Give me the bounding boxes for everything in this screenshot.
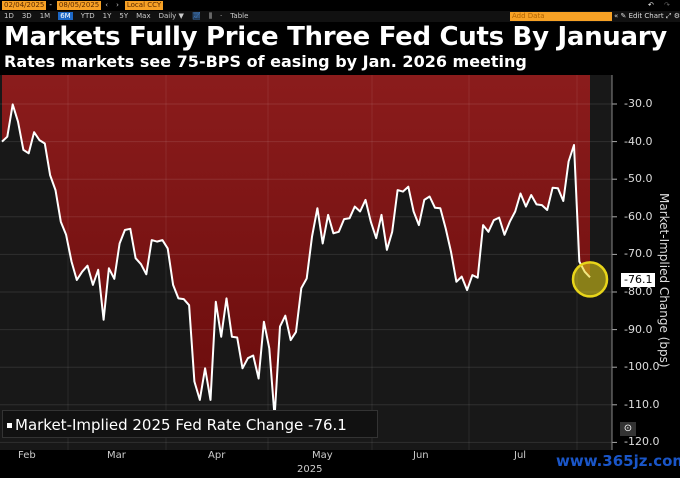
period-ytd[interactable]: YTD <box>80 12 95 20</box>
y-tick-label: -120.0 <box>624 435 660 449</box>
last-value-label: -76.1 <box>621 273 656 287</box>
redo-icon[interactable]: ↷ <box>664 1 670 9</box>
legend-series-name: Market-Implied 2025 Fed Rate Change <box>15 416 304 434</box>
period-1d[interactable]: 1D <box>4 12 14 20</box>
y-tick-label: -100.0 <box>624 360 660 374</box>
next-icon[interactable]: › <box>116 1 119 9</box>
toolbar-top: 02/04/2025 - 08/05/2025 ‹ › Local CCY ↶ … <box>0 0 680 11</box>
table-button[interactable]: Table <box>230 12 249 20</box>
y-tick-label: -30.0 <box>624 97 653 110</box>
y-tick-label: -110.0 <box>624 397 660 411</box>
legend-value: -76.1 <box>308 416 347 434</box>
y-tick-label: -50.0 <box>624 172 653 186</box>
period-max[interactable]: Max <box>136 12 151 20</box>
prev-icon[interactable]: ‹ <box>105 1 109 9</box>
y-axis-title: Market-Implied Change (bps) <box>657 193 671 368</box>
area-fill <box>2 75 590 417</box>
chart-title: Markets Fully Price Three Fed Cuts By Ja… <box>4 22 667 52</box>
add-data-input[interactable]: Add Data <box>510 12 612 21</box>
x-tick-label: Feb <box>18 450 36 461</box>
date-separator: - <box>49 1 52 9</box>
undo-icon[interactable]: ↶ <box>648 1 654 9</box>
period-1y[interactable]: 1Y <box>102 12 112 20</box>
settings-icon[interactable]: ⊙ <box>620 422 636 436</box>
x-axis-year-label: 2025 <box>297 464 323 475</box>
y-tick-label: -60.0 <box>624 209 653 223</box>
period-5y[interactable]: 5Y <box>119 12 129 20</box>
line-chart-icon[interactable]: 📈︎ <box>191 12 201 20</box>
highlight-circle <box>571 261 609 298</box>
toolbar-bottom: 1D 3D 1M 6M YTD 1Y 5Y Max Daily ▼ 📈︎ ⫼ · Table … <box>0 11 680 22</box>
y-tick-label: -70.0 <box>624 247 653 261</box>
y-tick-label: -90.0 <box>624 322 653 336</box>
edit-chart-label: Edit Chart <box>628 12 664 20</box>
series-line <box>1 103 591 418</box>
x-tick-label: Jul <box>514 450 527 461</box>
period-3d[interactable]: 3D <box>21 12 32 20</box>
x-tick-label: Mar <box>107 450 126 461</box>
period-6m[interactable]: 6M <box>58 12 73 20</box>
end-date-input[interactable]: 08/05/2025 <box>56 1 102 10</box>
more-icon[interactable]: · <box>220 12 223 20</box>
x-tick-label: Apr <box>208 450 226 461</box>
chart-subtitle: Rates markets see 75-BPS of easing by Ja… <box>4 52 527 71</box>
x-tick-label: May <box>312 450 333 461</box>
edit-chart-button[interactable]: « ✎ Edit Chart ⤢ ⚙ <box>614 12 680 20</box>
watermark: www.365jz.com <box>556 452 680 470</box>
x-tick-label: Jun <box>413 450 429 461</box>
start-date-input[interactable]: 02/04/2025 <box>2 1 47 10</box>
legend-swatch <box>7 423 12 428</box>
period-buttons: 1D 3D 1M 6M YTD 1Y 5Y Max <box>0 11 155 22</box>
legend: Market-Implied 2025 Fed Rate Change -76.… <box>2 410 378 438</box>
y-tick-label: -40.0 <box>624 134 653 148</box>
currency-select[interactable]: Local CCY <box>124 1 164 10</box>
period-1m[interactable]: 1M <box>39 12 51 20</box>
frequency-select[interactable]: Daily ▼ <box>158 12 184 20</box>
bar-chart-icon[interactable]: ⫼ <box>208 12 213 20</box>
y-tick-label: -80.0 <box>624 285 653 298</box>
